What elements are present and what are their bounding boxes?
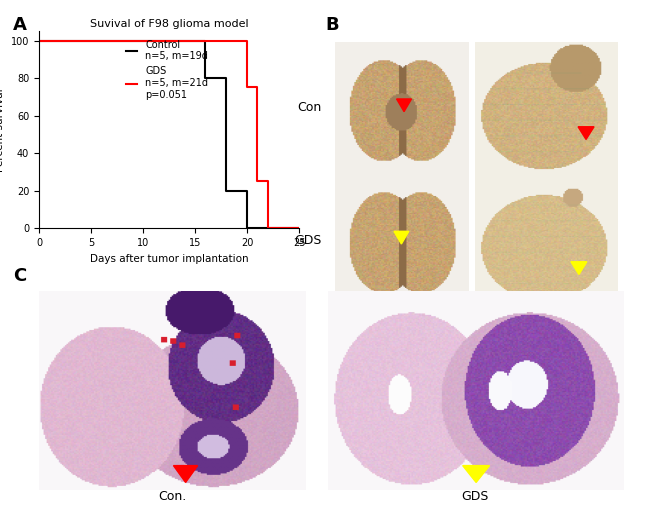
- Text: C: C: [13, 267, 26, 285]
- Polygon shape: [578, 127, 594, 140]
- Text: GDS: GDS: [294, 234, 322, 247]
- Polygon shape: [463, 466, 489, 483]
- Title: Suvival of F98 glioma model: Suvival of F98 glioma model: [90, 19, 248, 29]
- Polygon shape: [571, 262, 587, 275]
- X-axis label: Days after tumor implantation: Days after tumor implantation: [90, 254, 248, 264]
- Y-axis label: Percent survival: Percent survival: [0, 88, 5, 172]
- Text: B: B: [325, 16, 339, 34]
- Polygon shape: [174, 466, 198, 483]
- Polygon shape: [394, 231, 409, 244]
- Text: A: A: [13, 16, 27, 34]
- Text: Con.: Con.: [158, 490, 187, 503]
- Text: Con: Con: [298, 101, 322, 115]
- Polygon shape: [396, 99, 411, 112]
- Legend: Control
n=5, m=19d, GDS
n=5, m=21d
p=0.051: Control n=5, m=19d, GDS n=5, m=21d p=0.0…: [122, 36, 212, 103]
- Text: GDS: GDS: [461, 490, 488, 503]
